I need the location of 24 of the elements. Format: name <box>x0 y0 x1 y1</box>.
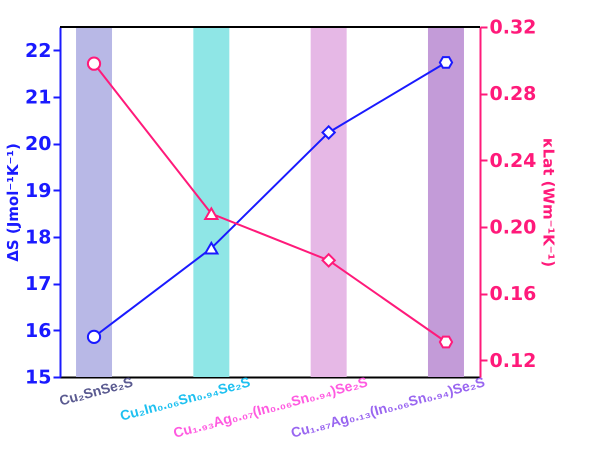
y-tick-label: 20 <box>25 133 52 156</box>
y-tick-label: 16 <box>25 320 52 342</box>
y2-tick-label: 0.16 <box>490 283 536 306</box>
y-tick-label: 17 <box>25 273 52 296</box>
point <box>322 253 336 268</box>
point <box>204 242 218 255</box>
y-tick-label: 22 <box>25 40 52 62</box>
y2-tick-label: 0.24 <box>490 150 536 172</box>
y2-tick-label: 0.12 <box>490 350 536 372</box>
y2-tick-label: 0.32 <box>490 16 536 38</box>
point <box>86 330 102 344</box>
point <box>322 125 336 140</box>
point <box>86 56 102 71</box>
point <box>438 56 454 69</box>
y2-tick-label: 0.20 <box>490 216 536 238</box>
y-axis-title: ΔS (Jmol⁻¹K⁻¹) <box>4 143 22 262</box>
point <box>204 207 218 220</box>
y2-axis-title: κLat (Wm⁻¹K⁻¹) <box>539 138 558 268</box>
y-tick-label: 21 <box>25 86 52 108</box>
y2-tick-label: 0.28 <box>490 83 536 106</box>
point <box>438 336 454 348</box>
y-tick-label: 15 <box>25 366 52 388</box>
y-tick-label: 18 <box>25 226 52 248</box>
y-tick-label: 19 <box>25 180 52 202</box>
